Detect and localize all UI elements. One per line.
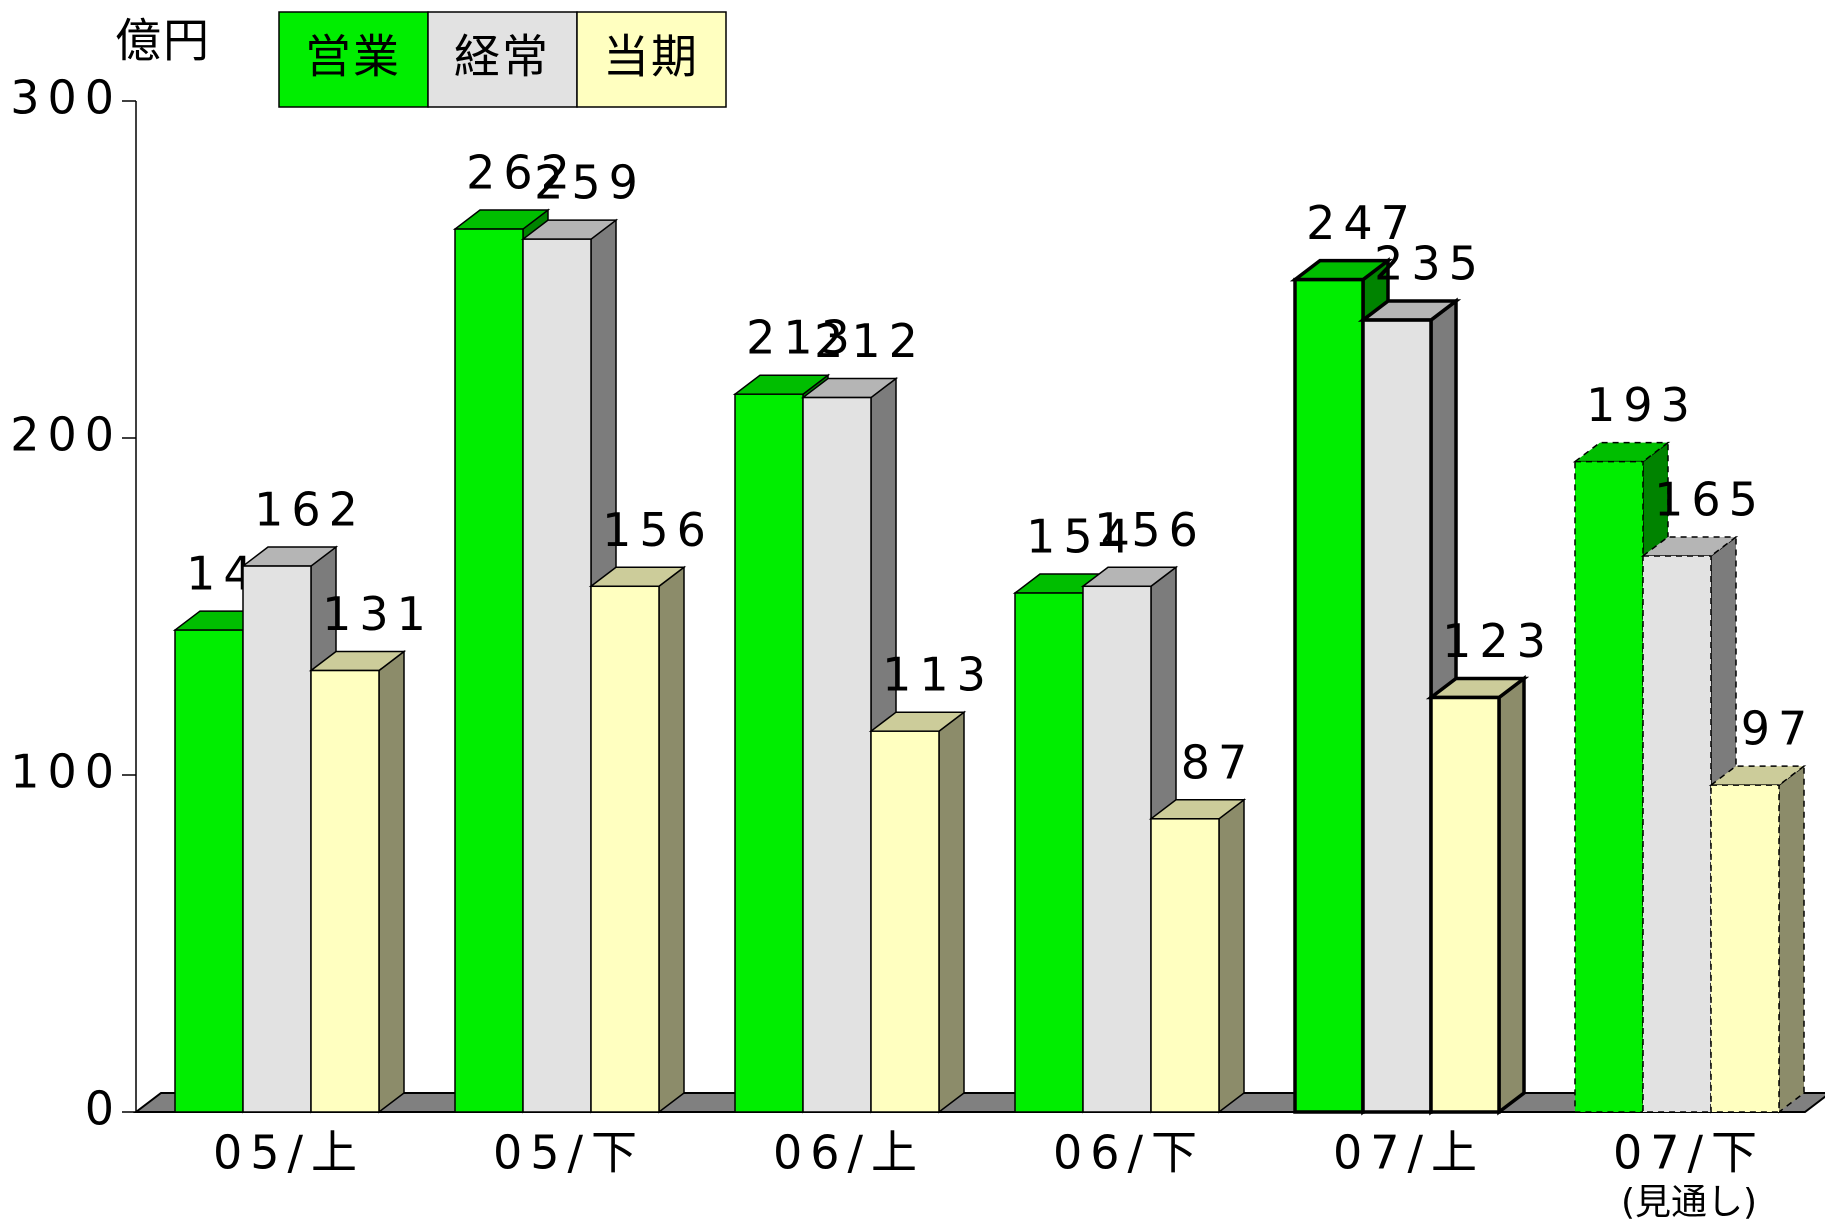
value-label: 165 (1654, 472, 1766, 526)
y-tick-label: 300 (10, 71, 122, 125)
value-label: 247 (1306, 196, 1418, 250)
value-label: 154 (1026, 510, 1138, 564)
legend-label: 営業 (305, 30, 401, 84)
y-tick-label: 200 (10, 408, 122, 462)
bar-side (658, 565, 685, 1114)
bar (242, 565, 312, 1113)
value-label: 156 (602, 503, 714, 557)
bar-side (1778, 764, 1805, 1114)
bar (1150, 818, 1220, 1113)
value-label: 131 (322, 587, 434, 641)
bar (802, 396, 872, 1113)
bar-side (938, 710, 965, 1114)
value-label: 213 (746, 311, 858, 365)
bar-top (1640, 536, 1739, 557)
value-label: 87 (1181, 735, 1256, 789)
bar (454, 228, 524, 1113)
legend-label: 経常 (454, 30, 550, 84)
legend-swatch (278, 11, 429, 108)
bar-top (1572, 441, 1671, 463)
value-label: 262 (466, 146, 578, 200)
bar (590, 585, 660, 1113)
legend-label: 当期 (603, 30, 699, 84)
x-tick-label: 05/上 (213, 1126, 365, 1180)
bar (1642, 555, 1712, 1113)
x-tick-label: 07/下 (1613, 1126, 1765, 1180)
value-label: 97 (1741, 702, 1816, 756)
x-tick-label: 06/上 (773, 1126, 925, 1180)
bar (1710, 784, 1780, 1113)
bar-side (1218, 798, 1245, 1114)
x-tick-label: 06/下 (1053, 1126, 1205, 1180)
legend-swatch (576, 11, 727, 108)
value-label: 113 (882, 648, 994, 702)
bar-side (1497, 674, 1526, 1116)
bar (1014, 592, 1084, 1113)
value-label: 156 (1094, 503, 1206, 557)
y-tick-label: 100 (10, 745, 122, 799)
bar (870, 730, 940, 1113)
bar (174, 629, 244, 1113)
bar (522, 238, 592, 1113)
y-unit: 億円 (115, 14, 211, 68)
bar (1082, 585, 1152, 1113)
bar-side (378, 650, 405, 1114)
value-label: 235 (1374, 237, 1486, 291)
value-label: 212 (814, 314, 926, 368)
bar (734, 393, 804, 1113)
category-note: (見通し) (1621, 1182, 1757, 1223)
bar (1293, 277, 1365, 1114)
legend-swatch (427, 11, 578, 108)
bar (310, 669, 380, 1113)
bar-top (1708, 765, 1807, 786)
x-tick-label: 07/上 (1333, 1126, 1485, 1180)
value-label: 193 (1586, 378, 1698, 432)
bar (1429, 695, 1501, 1114)
bar (1361, 318, 1433, 1114)
y-tick-label: 0 (85, 1082, 122, 1136)
bar (1574, 460, 1644, 1113)
x-tick-label: 05/下 (493, 1126, 645, 1180)
value-label: 259 (534, 156, 646, 210)
value-label: 162 (254, 483, 366, 537)
value-label: 123 (1442, 614, 1554, 668)
